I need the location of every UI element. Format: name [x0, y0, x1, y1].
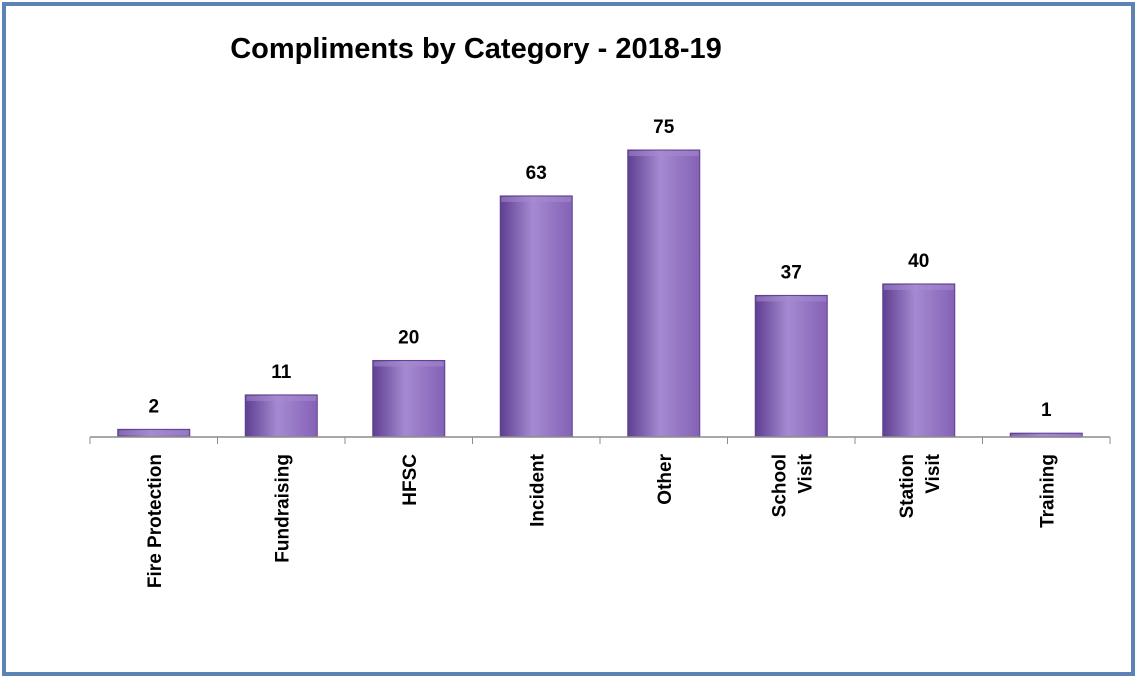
data-label: 11	[271, 362, 292, 383]
data-label: 20	[398, 327, 419, 348]
bar-bevel	[1011, 434, 1082, 438]
x-tick-labels: Fire Protection Fundraising HFSC Incident Ot…	[145, 453, 1059, 588]
bar-bevel	[373, 361, 444, 367]
bar	[754, 294, 828, 438]
data-label: 2	[148, 396, 159, 417]
x-tick-label: Station Visit	[897, 453, 944, 518]
bar	[244, 394, 318, 438]
bar-bevel	[501, 196, 572, 202]
bar-bevel	[883, 284, 954, 290]
data-labels-layer: 2 11 20 63 75 37 40 1	[148, 117, 1052, 421]
data-label: 63	[526, 163, 547, 184]
x-tick-label: Training	[1037, 454, 1058, 528]
bar	[499, 195, 573, 438]
x-tick-label: Incident	[527, 453, 548, 527]
x-axis	[89, 436, 1111, 444]
bar-bevel	[118, 430, 189, 436]
x-tick-label: HFSC	[400, 454, 421, 506]
chart-title: Compliments by Category - 2018-19	[230, 33, 722, 65]
bar-bevel	[628, 151, 699, 156]
data-label: 37	[781, 262, 802, 283]
x-tick-label: School Visit	[769, 453, 816, 517]
data-label: 40	[908, 251, 929, 272]
bar	[627, 149, 701, 438]
bar-bevel	[246, 395, 317, 401]
x-tick-label: Fire Protection	[145, 454, 166, 588]
bars-layer	[117, 149, 1083, 438]
bar	[372, 359, 446, 438]
x-tick-label: Other	[655, 453, 676, 504]
data-label: 1	[1041, 400, 1052, 421]
data-label: 75	[653, 117, 675, 138]
x-tick-label: Fundraising	[272, 454, 293, 563]
bar	[882, 283, 956, 438]
bar-bevel	[756, 296, 827, 302]
